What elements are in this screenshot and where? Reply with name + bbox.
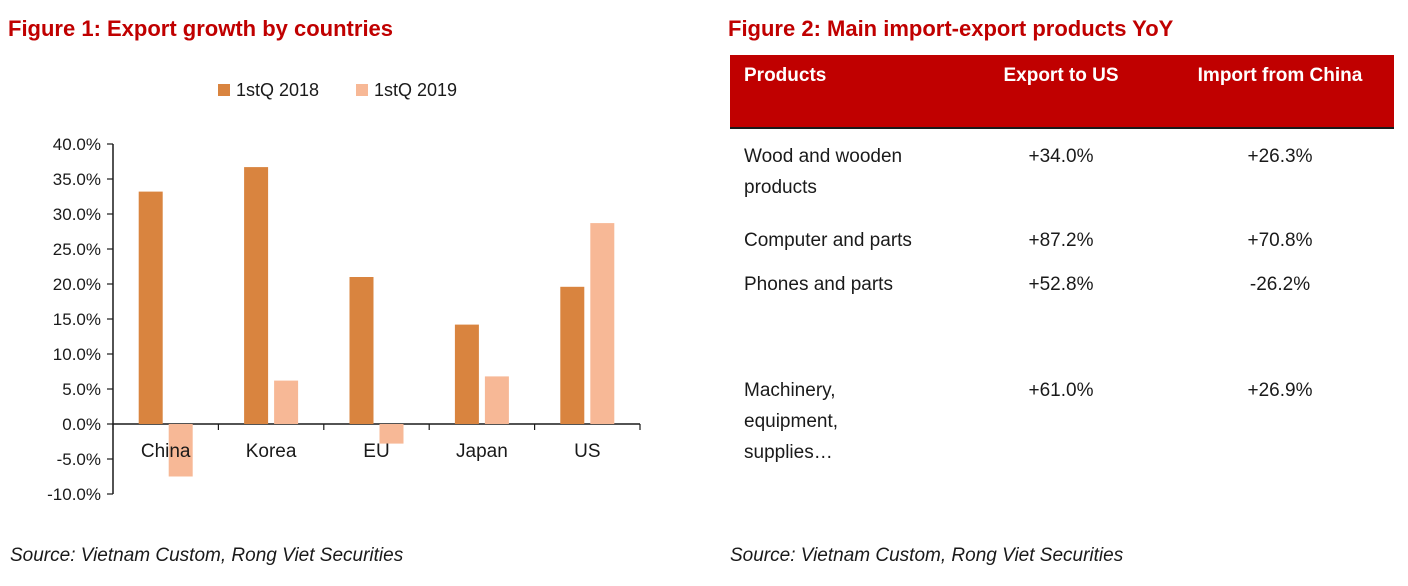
- header-products: Products: [744, 65, 827, 86]
- x-label-korea: Korea: [246, 441, 297, 462]
- bar-china-series-2: [168, 424, 193, 477]
- bar-japan-series-2: [484, 376, 509, 424]
- bar-us-series-2: [590, 223, 615, 424]
- bar-korea-series-1: [244, 167, 269, 424]
- table-header: Products Export to US Import from China: [730, 55, 1394, 129]
- export-growth-chart: 1stQ 2018 1stQ 2019 40.0% 35.0% 30.0% 25.0% 2…: [47, 80, 641, 504]
- row-3-export: +52.8%: [1028, 274, 1094, 295]
- row-3-product: Phones and parts: [744, 274, 893, 295]
- bar-eu-series-1: [349, 277, 374, 424]
- row-1-export: +34.0%: [1028, 146, 1094, 167]
- bar-us-series-1: [560, 286, 585, 424]
- bars: [138, 167, 615, 477]
- y-axis: 40.0% 35.0% 30.0% 25.0% 20.0% 15.0% 10.0% 5.0% 0…: [47, 135, 641, 504]
- x-label-us: US: [574, 441, 600, 462]
- legend-label-2: 1stQ 2019: [374, 80, 457, 100]
- x-label-china: China: [141, 441, 191, 462]
- bar-korea-series-2: [274, 380, 299, 424]
- row-2-export: +87.2%: [1028, 230, 1094, 251]
- figure1-source: Source: Vietnam Custom, Rong Viet Securi…: [10, 545, 404, 566]
- chart-legend: 1stQ 2018 1stQ 2019: [218, 80, 457, 100]
- y-tick-label: 25.0%: [53, 240, 101, 259]
- figure2-source: Source: Vietnam Custom, Rong Viet Securi…: [730, 545, 1124, 566]
- row-4-export: +61.0%: [1028, 380, 1094, 401]
- y-tick-label: 40.0%: [53, 135, 101, 154]
- y-tick-label: 30.0%: [53, 205, 101, 224]
- figure1-title: Figure 1: Export growth by countries: [8, 16, 394, 41]
- figure2-title: Figure 2: Main import-export products Yo…: [728, 16, 1174, 41]
- x-label-eu: EU: [363, 441, 389, 462]
- bar-china-series-1: [138, 191, 163, 424]
- row-3-import: -26.2%: [1249, 274, 1311, 295]
- y-tick-label: 15.0%: [53, 310, 101, 329]
- row-4-import: +26.9%: [1247, 380, 1313, 401]
- x-axis-labels: China Korea EU Japan US: [141, 441, 601, 462]
- y-tick-label: -5.0%: [57, 450, 101, 469]
- legend-swatch-2: [356, 84, 368, 96]
- bar-japan-series-1: [454, 324, 479, 424]
- row-1-import: +26.3%: [1247, 146, 1313, 167]
- legend-label-1: 1stQ 2018: [236, 80, 319, 100]
- row-2-product: Computer and parts: [744, 230, 912, 251]
- y-tick-label: -10.0%: [47, 485, 101, 504]
- row-4-product: Machinery, equipment, supplies…: [744, 380, 839, 463]
- row-2-import: +70.8%: [1247, 230, 1313, 251]
- products-table: Products Export to US Import from China …: [730, 55, 1394, 489]
- y-tick-label: 35.0%: [53, 170, 101, 189]
- y-tick-label: 0.0%: [62, 415, 101, 434]
- header-import-from-china: Import from China: [1197, 65, 1363, 86]
- header-export-to-us: Export to US: [1003, 65, 1119, 86]
- y-tick-label: 20.0%: [53, 275, 101, 294]
- x-label-japan: Japan: [456, 441, 508, 462]
- legend-swatch-1: [218, 84, 230, 96]
- bar-eu-series-2: [379, 424, 404, 444]
- table-body: Wood and wooden products +34.0% +26.3% C…: [730, 129, 1394, 489]
- y-tick-label: 5.0%: [62, 380, 101, 399]
- y-tick-label: 10.0%: [53, 345, 101, 364]
- row-1-product: Wood and wooden products: [744, 146, 903, 198]
